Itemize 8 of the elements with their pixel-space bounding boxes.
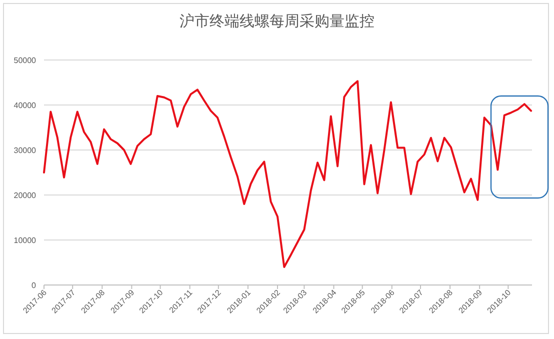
y-tick-label: 0 bbox=[32, 281, 37, 290]
y-tick-label: 50000 bbox=[14, 56, 37, 65]
y-tick-label: 20000 bbox=[14, 191, 37, 200]
line-series bbox=[43, 80, 532, 268]
chart-title: 沪市终端线螺每周采购量监控 bbox=[180, 13, 374, 30]
y-tick-label: 10000 bbox=[14, 236, 37, 245]
y-tick-label: 30000 bbox=[14, 146, 37, 155]
y-tick-label: 40000 bbox=[14, 101, 37, 110]
